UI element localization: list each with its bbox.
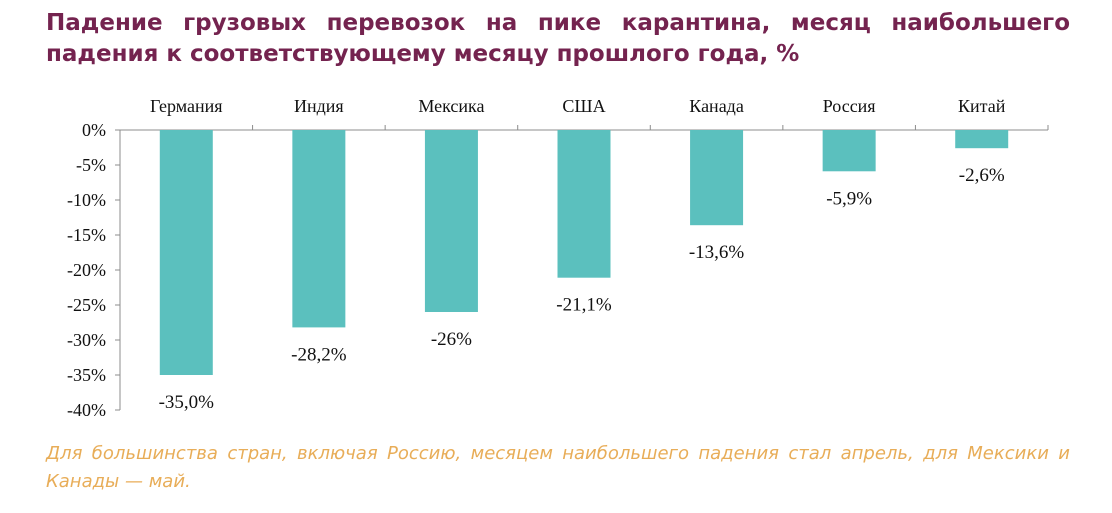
y-tick-label: -15%	[67, 225, 106, 245]
bar	[690, 130, 744, 226]
chart-title: Падение грузовых перевозок на пике каран…	[46, 8, 1070, 70]
data-label: -13,6%	[689, 242, 745, 263]
category-label: Мексика	[418, 96, 484, 116]
bar	[822, 130, 876, 172]
data-label: -35,0%	[159, 392, 215, 413]
y-tick-label: 0%	[82, 120, 106, 140]
category-label: Германия	[150, 96, 223, 116]
chart-footnote: Для большинства стран, включая Россию, м…	[46, 443, 1070, 492]
y-tick-label: -40%	[67, 400, 106, 420]
y-tick-label: -35%	[67, 365, 106, 385]
category-label: США	[562, 96, 605, 116]
y-tick-label: -30%	[67, 330, 106, 350]
category-label: Канада	[689, 96, 744, 116]
y-tick-label: -20%	[67, 260, 106, 280]
bar	[955, 130, 1009, 149]
data-label: -26%	[431, 329, 472, 350]
data-label: -5,9%	[826, 188, 872, 209]
y-tick-label: -10%	[67, 190, 106, 210]
y-tick-label: -25%	[67, 295, 106, 315]
data-label: -2,6%	[959, 165, 1005, 186]
bar	[557, 130, 611, 278]
bar	[424, 130, 478, 312]
chart-title-line-1: Падение грузовых перевозок на пике каран…	[46, 10, 1070, 36]
y-tick-label: -5%	[76, 155, 106, 175]
chart-title-line-2: падения к соответствующему месяцу прошло…	[46, 41, 800, 67]
bar-chart: 0% -5% -10% -15% -20% -25% -30% -35% -40% Германи…	[67, 96, 1049, 420]
data-label: -28,2%	[291, 344, 347, 365]
bar	[292, 130, 346, 328]
category-label: Китай	[958, 96, 1006, 116]
category-label: Россия	[823, 96, 876, 116]
category-label: Индия	[294, 96, 344, 116]
data-label: -21,1%	[556, 295, 612, 316]
bar	[159, 130, 213, 375]
